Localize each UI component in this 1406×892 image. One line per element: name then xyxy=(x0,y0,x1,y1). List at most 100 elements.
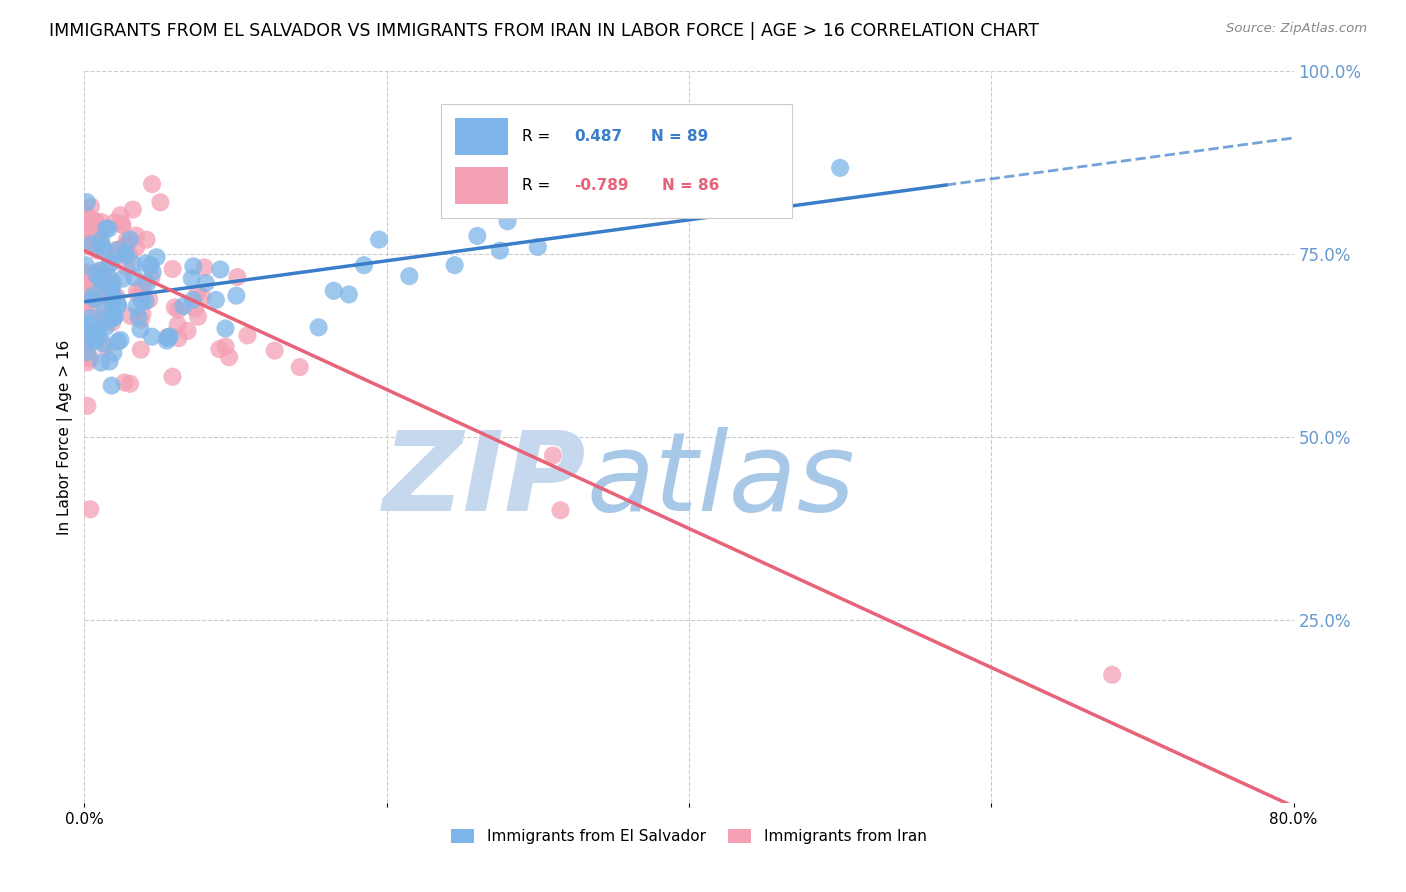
Point xyxy=(82,293,104,307)
Point xyxy=(121,202,143,217)
Point xyxy=(138,293,160,307)
Point xyxy=(181,293,204,307)
Point xyxy=(103,346,125,360)
Point xyxy=(141,329,163,343)
Point xyxy=(125,241,148,255)
Point xyxy=(87,265,110,279)
Point xyxy=(114,248,136,262)
Point xyxy=(288,360,311,375)
Point xyxy=(91,287,114,301)
Point xyxy=(83,214,105,228)
Point xyxy=(77,328,100,343)
Point xyxy=(80,317,103,331)
Point xyxy=(162,369,184,384)
Point xyxy=(115,247,138,261)
Point xyxy=(162,262,184,277)
Point xyxy=(75,348,97,362)
Point xyxy=(176,324,198,338)
Point xyxy=(131,293,153,308)
Point xyxy=(107,299,129,313)
Point xyxy=(541,448,564,462)
Point xyxy=(141,270,163,285)
Point xyxy=(83,289,105,303)
Point xyxy=(135,294,157,309)
Point xyxy=(187,285,209,300)
Point xyxy=(496,214,519,228)
Point xyxy=(75,319,97,334)
Point xyxy=(101,316,124,330)
Point xyxy=(120,376,142,391)
Point xyxy=(91,238,114,252)
Point xyxy=(111,218,134,232)
Point xyxy=(135,256,157,270)
Point xyxy=(86,276,108,290)
Point xyxy=(125,284,148,298)
Point xyxy=(131,278,153,293)
Point xyxy=(172,299,194,313)
Point xyxy=(94,301,117,316)
Point xyxy=(93,309,115,323)
Point xyxy=(214,321,236,335)
Point xyxy=(80,310,103,325)
Point xyxy=(103,310,125,325)
Point xyxy=(180,271,202,285)
Text: Source: ZipAtlas.com: Source: ZipAtlas.com xyxy=(1226,22,1367,36)
Point xyxy=(115,233,138,247)
Point xyxy=(90,272,112,286)
Point xyxy=(97,280,120,294)
Point xyxy=(127,310,149,324)
Point xyxy=(76,399,98,413)
Point xyxy=(205,293,228,307)
Point xyxy=(82,333,104,347)
Point xyxy=(79,351,101,366)
Point xyxy=(89,225,111,239)
Point xyxy=(87,287,110,301)
Point xyxy=(159,329,181,343)
Text: atlas: atlas xyxy=(586,427,855,534)
Point xyxy=(129,343,152,357)
Point xyxy=(76,211,98,225)
Point xyxy=(103,248,125,262)
Point xyxy=(187,310,209,324)
Point xyxy=(80,199,103,213)
Legend: Immigrants from El Salvador, Immigrants from Iran: Immigrants from El Salvador, Immigrants … xyxy=(446,822,932,850)
Point xyxy=(93,336,115,351)
Point xyxy=(104,243,127,257)
Point xyxy=(100,255,122,269)
Point xyxy=(93,270,115,285)
Point xyxy=(141,177,163,191)
Point xyxy=(149,195,172,210)
Point xyxy=(194,276,217,290)
Point xyxy=(1101,667,1123,681)
Point xyxy=(120,309,142,323)
Text: ZIP: ZIP xyxy=(382,427,586,534)
Point xyxy=(76,345,98,359)
Point xyxy=(90,356,112,370)
Point xyxy=(84,214,107,228)
Point xyxy=(226,270,249,285)
Point xyxy=(111,217,134,231)
Point xyxy=(125,228,148,243)
Point xyxy=(80,303,103,318)
Point xyxy=(125,300,148,314)
Point xyxy=(93,243,115,257)
Point xyxy=(107,243,129,257)
Point xyxy=(101,311,124,326)
Point xyxy=(107,334,129,349)
Point xyxy=(100,283,122,297)
Point xyxy=(236,328,259,343)
Point xyxy=(80,225,103,239)
Point xyxy=(89,263,111,277)
Point xyxy=(84,268,107,282)
Point xyxy=(214,339,236,353)
Point xyxy=(84,334,107,348)
Point xyxy=(100,281,122,295)
Point xyxy=(398,269,420,284)
Point xyxy=(100,274,122,288)
Point xyxy=(163,301,186,315)
Point xyxy=(80,233,103,247)
Point xyxy=(114,238,136,252)
Point xyxy=(105,290,128,304)
Point xyxy=(225,288,247,302)
Point xyxy=(322,284,344,298)
